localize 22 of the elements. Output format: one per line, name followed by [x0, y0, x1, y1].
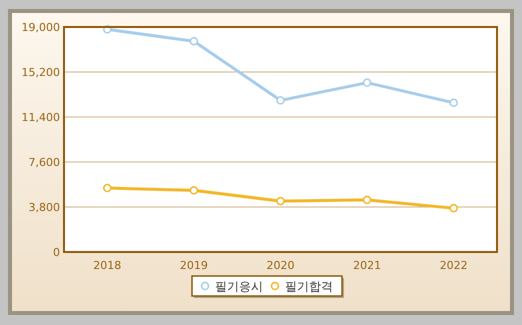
- x-tick-label: 2018: [93, 259, 122, 272]
- y-tick-label: 3,800: [28, 201, 60, 214]
- point: [103, 184, 112, 192]
- x-tick-label: 2019: [180, 259, 208, 272]
- y-tick-label: 0: [53, 246, 60, 259]
- y-tick-label: 11,400: [22, 111, 60, 124]
- y-tick-label: 7,600: [28, 156, 60, 169]
- legend-label: 필기응시: [215, 280, 263, 294]
- point: [362, 78, 372, 87]
- point: [190, 36, 198, 46]
- x-tick-label: 2022: [440, 259, 468, 272]
- x-tick-label: 2021: [353, 259, 382, 272]
- point: [449, 204, 458, 212]
- point: [362, 196, 372, 204]
- point: [276, 196, 285, 206]
- y-tick-label: 15,200: [22, 66, 60, 79]
- legend-label: 필기합격: [285, 280, 333, 294]
- point: [190, 186, 198, 195]
- point: [276, 96, 285, 105]
- point: [449, 98, 458, 108]
- y-tick-label: 19,000: [22, 21, 60, 34]
- x-tick-label: 2020: [266, 259, 294, 272]
